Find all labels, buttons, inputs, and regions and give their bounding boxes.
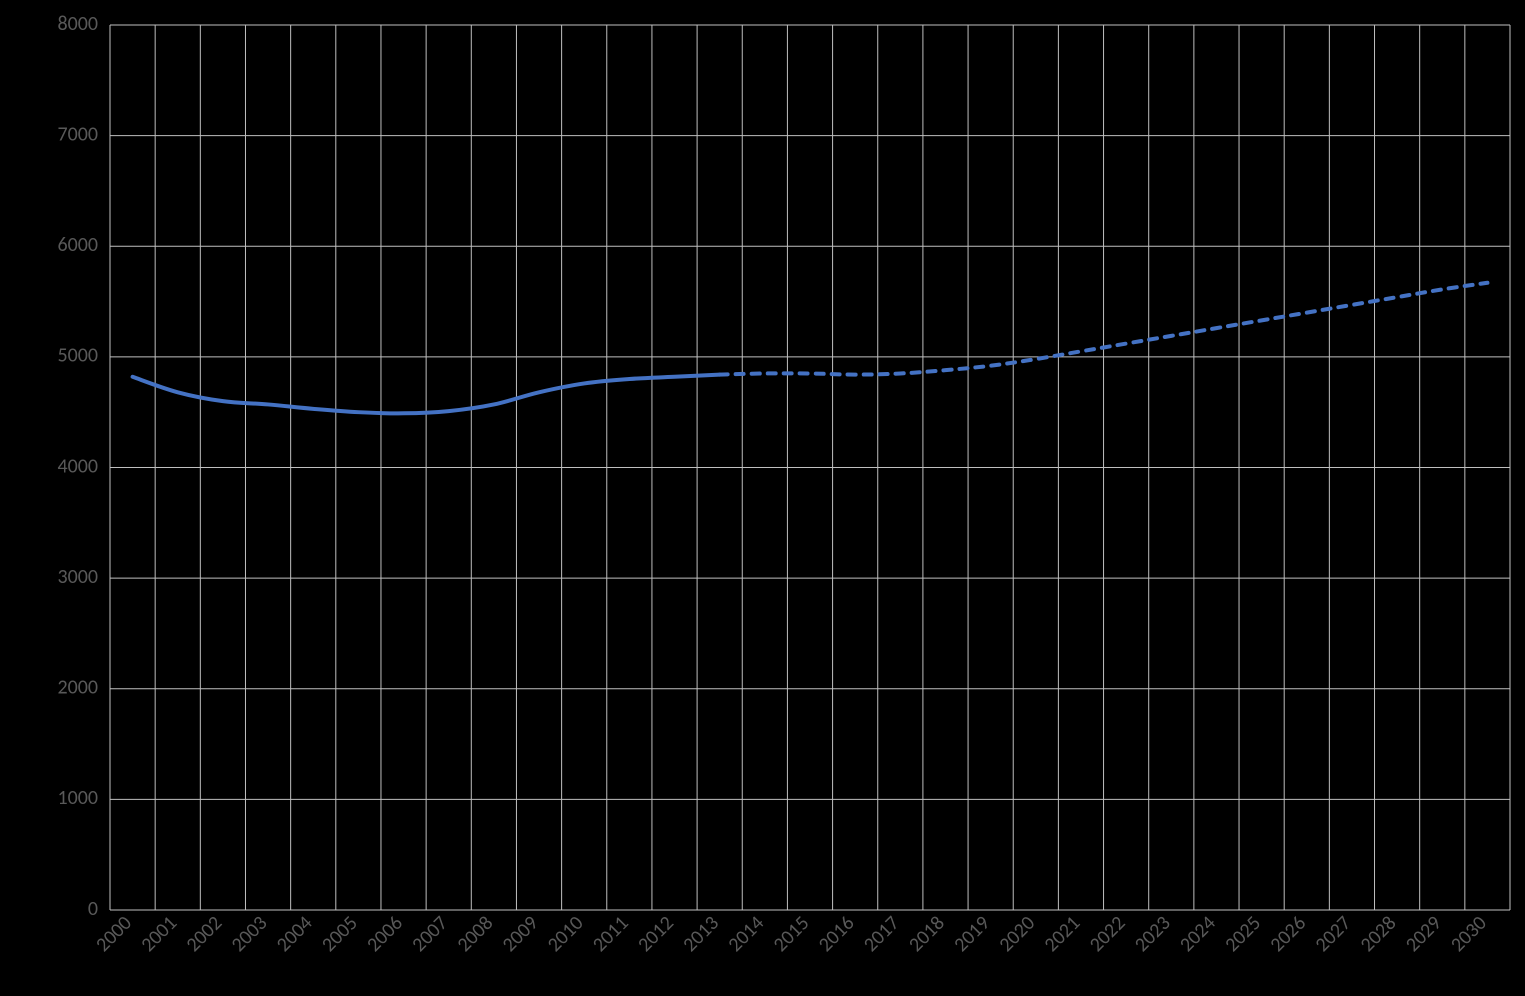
y-axis-label: 6000 bbox=[57, 233, 98, 257]
y-axis-label: 8000 bbox=[57, 12, 98, 36]
y-axis-label: 4000 bbox=[57, 454, 98, 478]
line-chart: 0100020003000400050006000700080002000200… bbox=[0, 0, 1525, 996]
y-axis-label: 7000 bbox=[57, 122, 98, 146]
chart-background bbox=[0, 0, 1525, 996]
y-axis-label: 5000 bbox=[57, 344, 98, 368]
y-axis-label: 2000 bbox=[57, 676, 98, 700]
y-axis-label: 0 bbox=[88, 897, 98, 921]
y-axis-label: 1000 bbox=[57, 786, 98, 810]
chart-svg: 0100020003000400050006000700080002000200… bbox=[0, 0, 1525, 996]
y-axis-label: 3000 bbox=[57, 565, 98, 589]
